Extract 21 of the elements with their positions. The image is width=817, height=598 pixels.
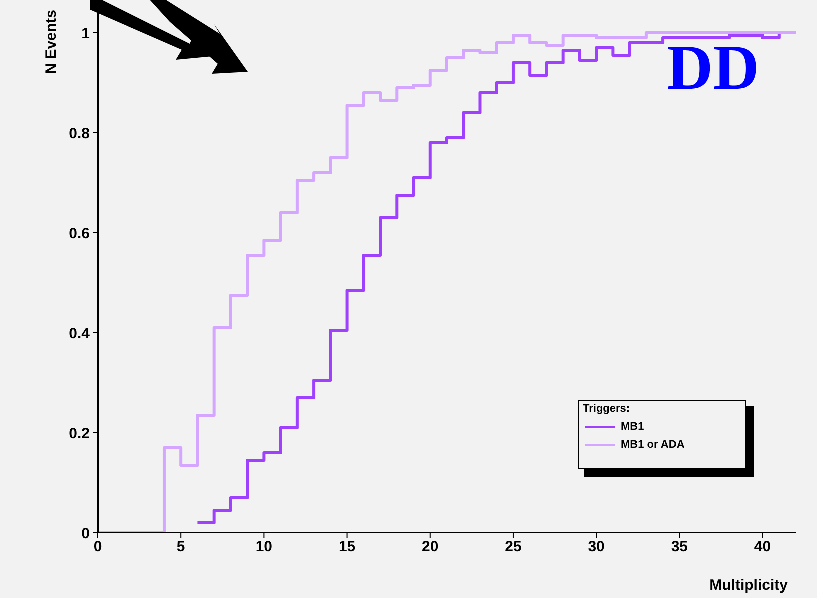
y-tick-label: 1 — [82, 25, 90, 42]
x-tick-label: 0 — [94, 538, 102, 556]
y-axis-title: N Events — [42, 10, 60, 74]
legend-label: MB1 — [621, 421, 644, 433]
y-tick-label: 0 — [82, 525, 90, 542]
annotation: DD — [667, 32, 760, 103]
y-tick-label: 0.6 — [69, 225, 90, 242]
legend-label: MB1 or ADA — [621, 439, 685, 451]
x-axis-title: Multiplicity — [710, 577, 789, 594]
x-tick-label: 10 — [256, 538, 273, 556]
x-tick-label: 15 — [338, 538, 356, 556]
y-tick-label: 0.8 — [69, 125, 90, 142]
x-tick-label: 35 — [671, 538, 688, 556]
x-tick-label: 30 — [588, 538, 605, 556]
legend-title: Triggers: — [583, 403, 632, 415]
x-tick-label: 20 — [422, 538, 439, 556]
x-tick-label: 25 — [505, 538, 522, 556]
y-tick-label: 0.4 — [69, 325, 91, 342]
y-tick-label: 0.2 — [69, 425, 90, 442]
x-tick-label: 40 — [754, 538, 772, 556]
x-tick-label: 5 — [176, 538, 186, 556]
